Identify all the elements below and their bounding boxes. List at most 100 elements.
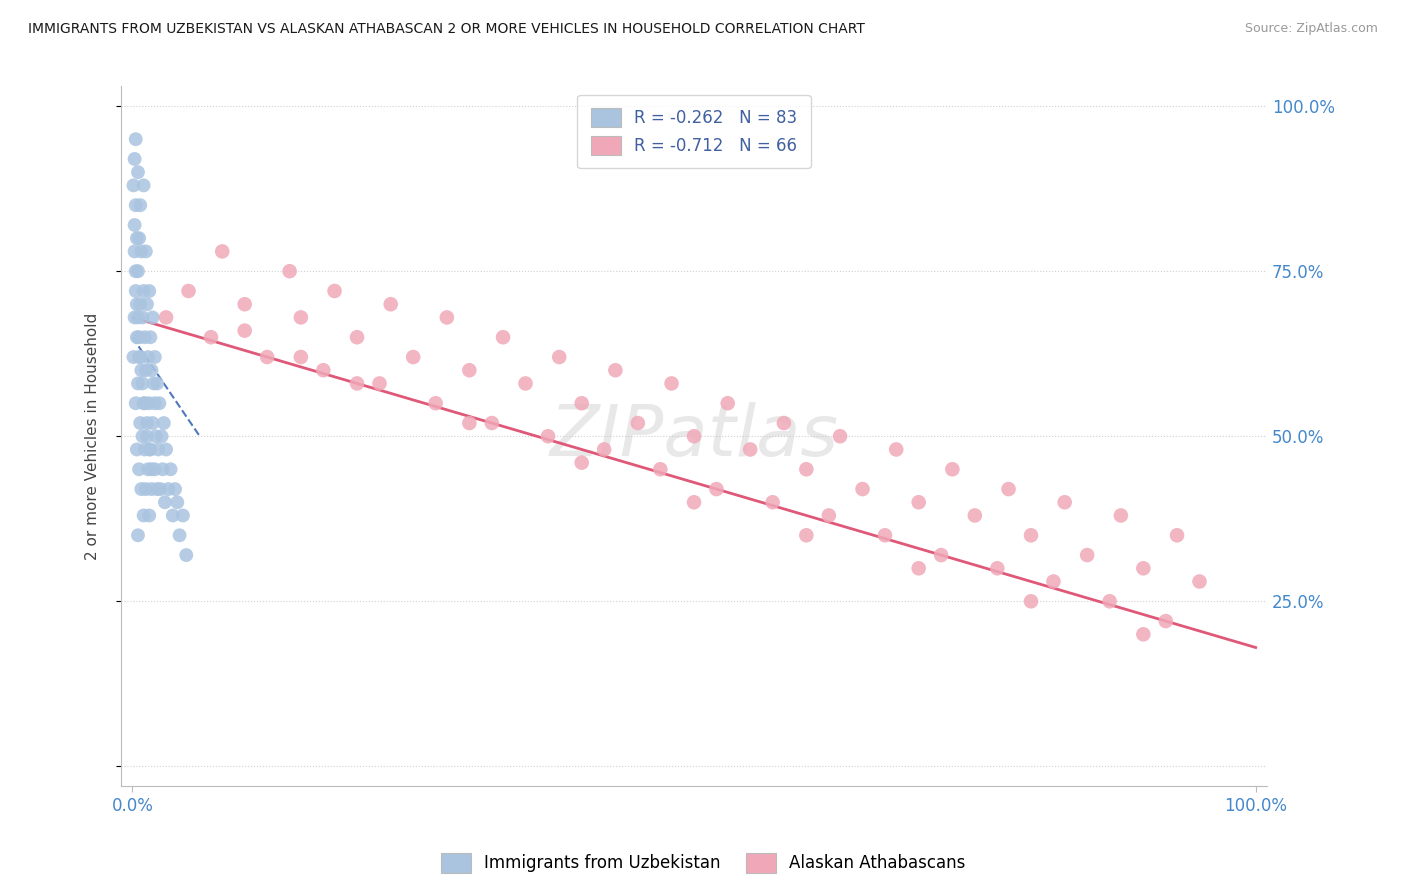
Text: IMMIGRANTS FROM UZBEKISTAN VS ALASKAN ATHABASCAN 2 OR MORE VEHICLES IN HOUSEHOLD: IMMIGRANTS FROM UZBEKISTAN VS ALASKAN AT…: [28, 22, 865, 37]
Point: [162, 508, 184, 523]
Point: [1132, 627, 1154, 641]
Point: [481, 416, 503, 430]
Point: [152, 462, 174, 476]
Point: [132, 178, 155, 193]
Point: [605, 363, 627, 377]
Point: [125, 132, 148, 146]
Point: [124, 244, 146, 259]
Point: [125, 330, 148, 344]
Point: [146, 376, 169, 391]
Point: [127, 264, 149, 278]
Point: [817, 508, 839, 523]
Point: [571, 396, 593, 410]
Point: [138, 442, 160, 457]
Point: [131, 244, 153, 259]
Point: [159, 462, 181, 476]
Point: [125, 198, 148, 212]
Point: [1166, 528, 1188, 542]
Point: [136, 416, 159, 430]
Point: [127, 376, 149, 391]
Point: [290, 350, 312, 364]
Y-axis label: 2 or more Vehicles in Household: 2 or more Vehicles in Household: [86, 312, 100, 560]
Point: [128, 350, 150, 364]
Point: [346, 330, 368, 344]
Point: [143, 462, 166, 476]
Point: [128, 330, 150, 344]
Point: [986, 561, 1008, 575]
Point: [436, 310, 458, 325]
Point: [683, 429, 706, 443]
Point: [142, 376, 165, 391]
Point: [233, 297, 256, 311]
Point: [796, 462, 818, 476]
Point: [129, 198, 152, 212]
Point: [884, 442, 907, 457]
Point: [650, 462, 672, 476]
Point: [165, 482, 187, 496]
Point: [1109, 508, 1132, 523]
Point: [169, 528, 191, 542]
Point: [155, 310, 177, 325]
Point: [127, 165, 149, 179]
Point: [515, 376, 537, 391]
Text: ZIPatlas: ZIPatlas: [550, 401, 838, 471]
Point: [907, 495, 929, 509]
Point: [122, 178, 145, 193]
Point: [907, 561, 929, 575]
Legend: Immigrants from Uzbekistan, Alaskan Athabascans: Immigrants from Uzbekistan, Alaskan Atha…: [434, 847, 972, 880]
Point: [131, 310, 153, 325]
Point: [131, 482, 153, 496]
Point: [136, 429, 159, 443]
Point: [125, 231, 148, 245]
Point: [129, 297, 152, 311]
Point: [125, 284, 148, 298]
Point: [138, 284, 160, 298]
Point: [312, 363, 335, 377]
Point: [1154, 614, 1177, 628]
Point: [571, 456, 593, 470]
Point: [146, 482, 169, 496]
Point: [796, 528, 818, 542]
Point: [941, 462, 963, 476]
Point: [873, 528, 896, 542]
Point: [122, 350, 145, 364]
Point: [148, 396, 170, 410]
Point: [256, 350, 278, 364]
Point: [380, 297, 402, 311]
Point: [134, 330, 156, 344]
Point: [773, 416, 796, 430]
Point: [153, 495, 176, 509]
Point: [131, 363, 153, 377]
Point: [141, 363, 163, 377]
Point: [125, 297, 148, 311]
Text: Source: ZipAtlas.com: Source: ZipAtlas.com: [1244, 22, 1378, 36]
Point: [132, 284, 155, 298]
Point: [125, 442, 148, 457]
Point: [1132, 561, 1154, 575]
Point: [136, 350, 159, 364]
Point: [683, 495, 706, 509]
Point: [136, 297, 159, 311]
Point: [149, 482, 172, 496]
Point: [425, 396, 447, 410]
Point: [124, 152, 146, 166]
Point: [132, 508, 155, 523]
Point: [129, 350, 152, 364]
Point: [124, 310, 146, 325]
Point: [458, 363, 481, 377]
Point: [1042, 574, 1064, 589]
Point: [278, 264, 301, 278]
Point: [135, 363, 157, 377]
Point: [1188, 574, 1211, 589]
Point: [593, 442, 616, 457]
Point: [402, 350, 425, 364]
Point: [134, 442, 156, 457]
Point: [155, 442, 177, 457]
Point: [166, 495, 188, 509]
Point: [458, 416, 481, 430]
Point: [1098, 594, 1121, 608]
Point: [124, 218, 146, 232]
Point: [142, 310, 165, 325]
Point: [290, 310, 312, 325]
Point: [143, 350, 166, 364]
